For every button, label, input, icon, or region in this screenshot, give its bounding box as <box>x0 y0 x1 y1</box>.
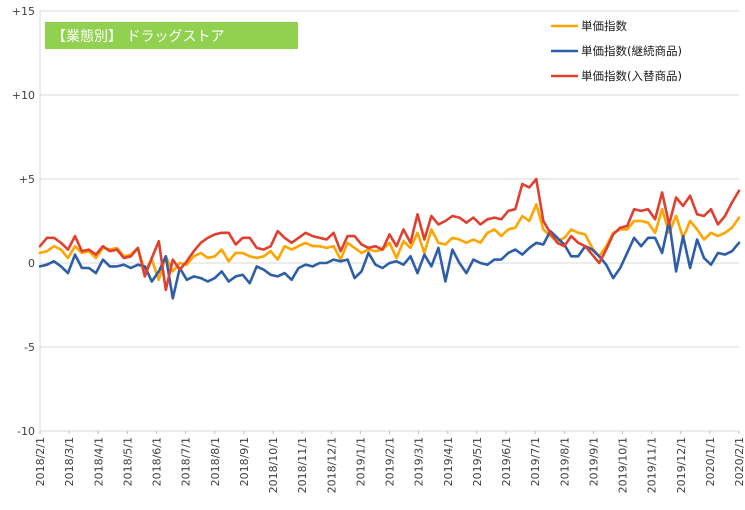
x-tick-label: 2018/8/1 <box>209 437 222 486</box>
x-tick-label: 2019/11/1 <box>646 437 659 493</box>
series-line-2 <box>38 219 741 300</box>
x-tick-label: 2019/2/1 <box>384 437 397 486</box>
x-tick-label: 2019/6/1 <box>500 437 513 486</box>
y-tick-label: +15 <box>12 5 35 18</box>
x-tick-label: 2019/9/1 <box>587 437 600 486</box>
chart-title-box: 【業態別】 ドラッグストア <box>45 22 298 49</box>
x-axis-ticks: 2018/2/1 2018/3/1 2018/4/1 2018/5/1 2018/6/1… <box>34 431 745 493</box>
x-tick-label: 2019/12/1 <box>675 437 688 493</box>
x-tick-label: 2019/1/1 <box>354 437 367 486</box>
title-background <box>45 22 298 49</box>
x-tick-label: 2018/3/1 <box>63 437 76 486</box>
legend-label: 単価指数(継続商品) <box>581 44 682 58</box>
x-tick-label: 2019/5/1 <box>471 437 484 486</box>
y-tick-label: +5 <box>19 173 35 186</box>
x-tick-label: 2020/1/1 <box>704 437 717 486</box>
legend-label: 単価指数(入替商品) <box>581 69 682 83</box>
x-tick-label: 2018/6/1 <box>151 437 164 486</box>
x-tick-label: 2018/9/1 <box>238 437 251 486</box>
x-tick-label: 2019/3/1 <box>413 437 426 486</box>
x-tick-label: 2019/8/1 <box>558 437 571 486</box>
x-tick-label: 2018/12/1 <box>325 437 338 493</box>
x-tick-label: 2018/5/1 <box>121 437 134 486</box>
x-tick-label: 2018/2/1 <box>34 437 47 486</box>
y-tick-label: -10 <box>17 425 35 438</box>
x-tick-label: 2018/11/1 <box>296 437 309 493</box>
x-tick-label: 2018/10/1 <box>267 437 280 493</box>
x-tick-label: 2019/7/1 <box>529 437 542 486</box>
y-tick-label: +10 <box>12 89 35 102</box>
x-tick-label: 2019/10/1 <box>617 437 630 493</box>
y-tick-label: 0 <box>28 257 35 270</box>
y-axis-ticks: -10 -5 0 +5 +10 +15 <box>12 5 35 438</box>
x-tick-label: 2019/4/1 <box>442 437 455 486</box>
legend-label: 単価指数 <box>581 19 627 33</box>
x-tick-label: 2018/7/1 <box>180 437 193 486</box>
series-line-3 <box>38 177 741 292</box>
x-tick-label: 2020/2/1 <box>733 437 745 486</box>
x-tick-label: 2018/4/1 <box>92 437 105 486</box>
y-tick-label: -5 <box>24 341 35 354</box>
series-lines <box>38 177 741 300</box>
chart-title: 【業態別】 ドラッグストア <box>52 29 224 45</box>
